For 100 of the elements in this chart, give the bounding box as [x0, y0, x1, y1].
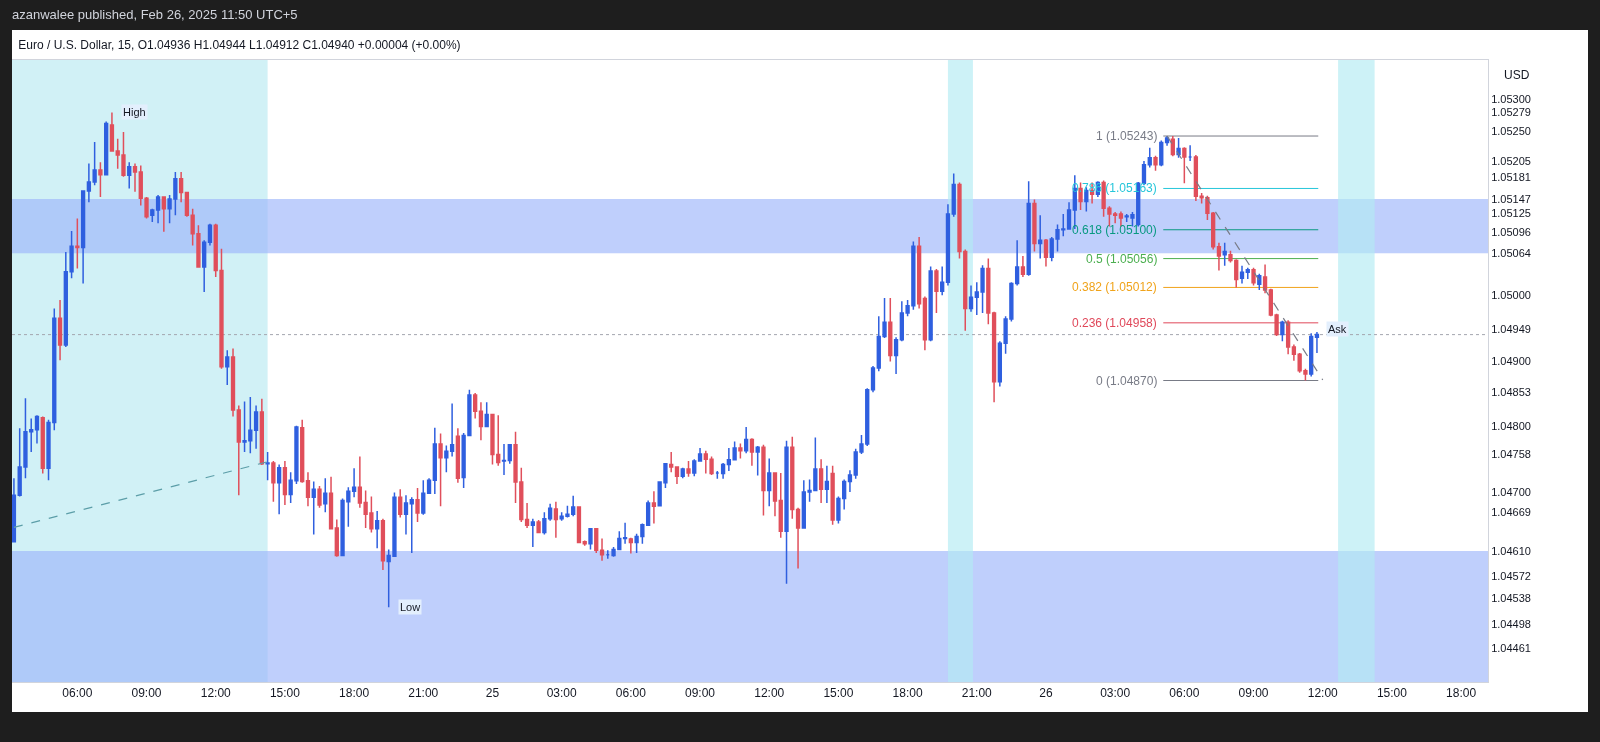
candlestick: [374, 510, 380, 550]
candlestick: [1222, 242, 1227, 267]
candlestick: [202, 239, 207, 293]
candlestick: [271, 460, 276, 503]
candlestick: [253, 404, 259, 450]
candlestick: [1216, 242, 1222, 272]
candlestick: [415, 487, 420, 523]
candlestick: [1251, 267, 1256, 287]
candlestick: [824, 464, 830, 504]
candlestick: [12, 477, 17, 543]
candlestick: [98, 161, 103, 198]
candlestick: [34, 414, 40, 445]
ref-line-label: 0.618 (1.05100): [1072, 223, 1157, 237]
candlestick: [334, 518, 339, 558]
y-tick-label: 1.05064: [1491, 247, 1531, 260]
candlestick: [127, 161, 132, 190]
candlestick: [928, 265, 933, 342]
candlestick: [432, 426, 437, 495]
y-tick-label: 1.05096: [1491, 226, 1531, 239]
candlestick: [259, 398, 265, 466]
candlestick: [155, 194, 161, 224]
x-tick-label: 15:00: [1376, 686, 1408, 701]
x-tick-label: 09:00: [685, 686, 716, 701]
candlestick: [230, 347, 236, 418]
candlestick: [501, 443, 507, 476]
y-tick-label: 1.04572: [1491, 569, 1531, 582]
candlestick: [1187, 144, 1193, 162]
y-tick-label: 1.04758: [1491, 447, 1531, 460]
candlestick: [986, 257, 991, 325]
ref-line-label: 0.5 (1.05056): [1086, 252, 1158, 266]
x-tick-label: 06:00: [1169, 686, 1200, 701]
candlestick: [784, 440, 789, 585]
candlestick: [524, 502, 530, 529]
candlestick: [104, 120, 109, 177]
candlestick: [1032, 198, 1037, 253]
annotation: High: [123, 106, 146, 118]
candlestick: [1147, 147, 1152, 169]
y-tick-label: 1.04853: [1491, 385, 1531, 398]
candlestick: [888, 297, 893, 363]
x-tick-label: 18:00: [892, 686, 923, 701]
candlestick: [1043, 238, 1049, 268]
candlestick: [1038, 214, 1043, 260]
candlestick: [588, 527, 593, 551]
chart-title: Euro / U.S. Dollar, 15, O1.04936 H1.04944 L1.04912 C1.04940 +0.00004 (+0.00%): [18, 37, 461, 52]
ref-line-label: 0.382 (1.05012): [1072, 280, 1157, 294]
candlestick: [403, 494, 409, 536]
y-tick-label: 1.04498: [1491, 618, 1531, 631]
y-tick-label: 1.05181: [1491, 170, 1531, 183]
ref-line-label: 0 (1.04870): [1096, 374, 1158, 388]
candlestick: [1153, 154, 1158, 172]
candlestick: [328, 476, 334, 530]
candlestick: [651, 490, 657, 525]
candlestick: [968, 284, 974, 313]
candlestick: [743, 426, 749, 455]
candlestick: [1026, 180, 1031, 277]
candlestick: [628, 538, 634, 555]
candlestick: [674, 465, 680, 485]
candlestick: [276, 463, 282, 515]
candlestick: [536, 519, 541, 534]
x-tick-label: 18:00: [339, 686, 370, 701]
candlestick: [300, 419, 305, 484]
ref-line-label: 0.236 (1.04958): [1072, 316, 1157, 330]
x-tick-label: 12:00: [754, 686, 785, 701]
y-tick-label: 1.04610: [1491, 544, 1531, 557]
candlestick: [178, 171, 184, 203]
candlestick: [282, 460, 288, 506]
candlestick: [478, 401, 484, 441]
candlestick: [1239, 265, 1245, 285]
x-tick-label: 21:00: [408, 686, 439, 701]
candlestick: [530, 518, 535, 548]
y-tick-label: 1.04900: [1491, 354, 1531, 367]
candlestick: [473, 392, 478, 420]
candlestick: [847, 469, 853, 493]
candlestick: [455, 427, 461, 484]
candlestick: [778, 472, 783, 539]
candlestick: [351, 467, 357, 498]
candlestick: [236, 404, 241, 496]
x-tick-label: 18:00: [1446, 686, 1477, 701]
candlestick: [669, 451, 674, 474]
candlestick: [790, 436, 795, 520]
x-tick-label: 09:00: [131, 686, 162, 701]
candlestick: [421, 479, 426, 516]
candlestick: [738, 442, 743, 460]
candlestick: [305, 471, 311, 508]
candlestick: [265, 451, 270, 481]
x-tick-label: 26: [1039, 686, 1053, 701]
candlestick: [553, 501, 559, 539]
candlestick: [916, 236, 922, 310]
candlestick: [1020, 255, 1026, 278]
candlestick: [380, 518, 386, 571]
candlestick: [761, 443, 766, 517]
candlestick: [161, 196, 166, 233]
y-tick-label: 1.05300: [1491, 92, 1531, 105]
annotation: Ask: [1328, 323, 1347, 335]
candlestick: [311, 480, 316, 536]
candlestick: [772, 471, 778, 517]
candlestick: [323, 477, 328, 513]
x-tick-label: 21:00: [961, 686, 993, 701]
x-tick-label: 25: [485, 686, 500, 701]
candlestick: [692, 458, 697, 477]
